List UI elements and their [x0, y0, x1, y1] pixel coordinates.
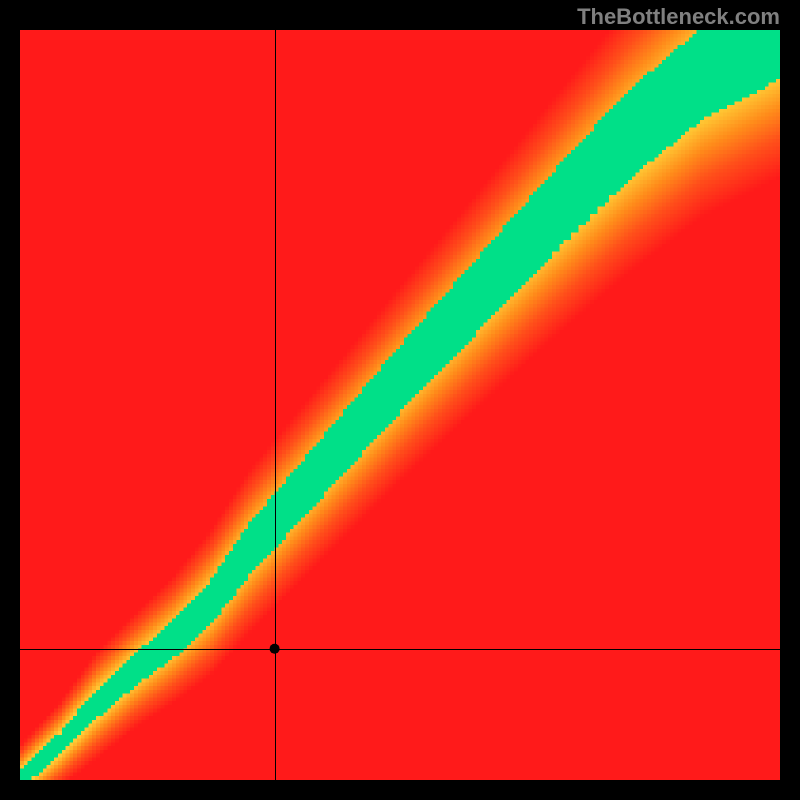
- watermark-text: TheBottleneck.com: [577, 4, 780, 30]
- heatmap-frame: [20, 30, 780, 780]
- chart-container: TheBottleneck.com: [0, 0, 800, 800]
- crosshair-overlay: [20, 30, 780, 780]
